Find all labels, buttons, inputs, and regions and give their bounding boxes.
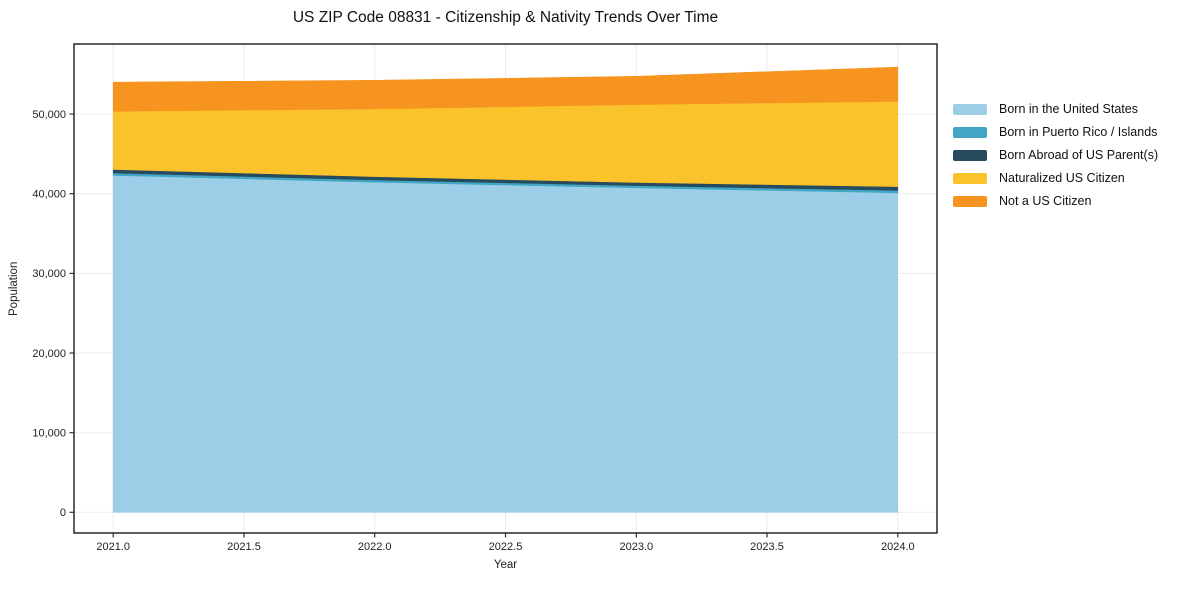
tick-label-x: 2023.0 [619, 541, 653, 553]
tick-label-x: 2024.0 [881, 541, 915, 553]
legend-item-not-citizen: Not a US Citizen [953, 194, 1158, 209]
legend-item-born-abroad: Born Abroad of US Parent(s) [953, 148, 1159, 163]
tick-label-y: 50,000 [32, 109, 66, 121]
legend-item-born-in-us: Born in the United States [953, 102, 1158, 117]
x-axis-label: Year [493, 559, 518, 571]
legend-swatch-born-abroad-icon [953, 150, 987, 161]
legend-swatch-not-citizen-icon [953, 196, 987, 207]
legend-label: Not a US Citizen [999, 194, 1092, 209]
tick-label-x: 2022.0 [358, 541, 392, 553]
tick-label-x: 2023.5 [750, 541, 784, 553]
tick-label-y: 10,000 [32, 428, 66, 440]
tick-label-y: 20,000 [32, 348, 66, 360]
area-born-in-us [112, 175, 899, 513]
tick-label-y: 30,000 [32, 268, 66, 280]
legend-swatch-naturalized-icon [953, 173, 987, 184]
tick-label-y: 40,000 [32, 189, 66, 201]
tick-label-x: 2022.5 [489, 541, 523, 553]
legend-label: Born in the United States [999, 102, 1138, 117]
y-axis-label: Population [8, 261, 20, 316]
chart-title: US ZIP Code 08831 - Citizenship & Nativi… [292, 9, 719, 26]
tick-label-x: 2021.0 [96, 541, 130, 553]
legend-item-born-puerto-rico: Born in Puerto Rico / Islands [953, 125, 1158, 140]
tick-label-x: 2021.5 [227, 541, 261, 553]
area-not-us-citizen [112, 66, 899, 112]
tick-label-y: 0 [60, 507, 66, 519]
legend: Born in the United States Born in Puerto… [953, 102, 1159, 209]
legend-swatch-born-in-us-icon [953, 104, 987, 115]
legend-swatch-born-puerto-rico-icon [953, 127, 987, 138]
legend-label: Born Abroad of US Parent(s) [999, 148, 1159, 163]
legend-label: Naturalized US Citizen [999, 171, 1125, 186]
legend-label: Born in Puerto Rico / Islands [999, 125, 1158, 140]
legend-item-naturalized: Naturalized US Citizen [953, 171, 1158, 186]
